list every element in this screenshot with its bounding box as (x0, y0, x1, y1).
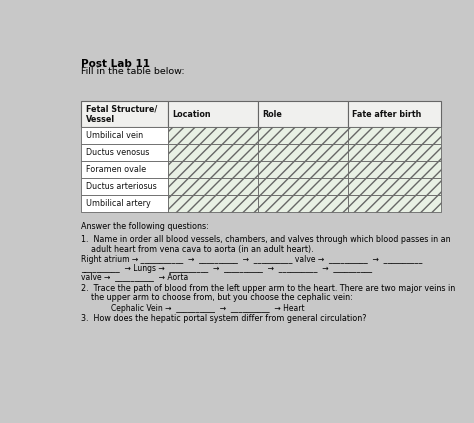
Text: Ductus venosus: Ductus venosus (86, 148, 149, 157)
Text: Post Lab 11: Post Lab 11 (82, 59, 150, 69)
Bar (258, 161, 347, 178)
Bar (168, 161, 258, 178)
Bar (82, 101, 168, 127)
Bar (82, 161, 168, 178)
Text: Fate after birth: Fate after birth (352, 110, 421, 119)
Bar (168, 144, 258, 161)
Bar (258, 195, 347, 212)
Text: Fill in the table below:: Fill in the table below: (82, 67, 185, 76)
Bar (168, 127, 258, 144)
Text: __________  → Lungs →  __________  →  __________  →  __________  →  __________: __________ → Lungs → __________ → ______… (82, 264, 373, 273)
Text: Right atrium → ___________  →  __________  →  __________ valve →  __________  → : Right atrium → ___________ → __________ … (82, 255, 423, 264)
Text: 2.  Trace the path of blood from the left upper arm to the heart. There are two : 2. Trace the path of blood from the left… (82, 284, 456, 293)
Text: Fetal Structure/
Vessel: Fetal Structure/ Vessel (86, 104, 157, 124)
Bar (258, 101, 347, 127)
Bar (168, 195, 258, 212)
Bar (168, 101, 258, 127)
Text: adult heart from vena cava to aorta (in an adult heart).: adult heart from vena cava to aorta (in … (82, 244, 314, 253)
Text: Cephalic Vein →  __________  →  __________  → Heart: Cephalic Vein → __________ → __________ … (110, 304, 304, 313)
Text: Umbilical vein: Umbilical vein (86, 131, 143, 140)
Text: Umbilical artery: Umbilical artery (86, 199, 150, 208)
Bar (82, 178, 168, 195)
Bar (258, 127, 347, 144)
Bar (347, 161, 441, 178)
Bar (82, 144, 168, 161)
Bar (82, 195, 168, 212)
Text: Location: Location (172, 110, 210, 119)
Bar (347, 195, 441, 212)
Bar (347, 101, 441, 127)
Text: Role: Role (262, 110, 282, 119)
Bar (347, 127, 441, 144)
Bar (347, 144, 441, 161)
Bar (82, 127, 168, 144)
Text: 1.  Name in order all blood vessels, chambers, and valves through which blood pa: 1. Name in order all blood vessels, cham… (82, 236, 451, 244)
Text: the upper arm to choose from, but you choose the cephalic vein:: the upper arm to choose from, but you ch… (82, 293, 353, 302)
Bar (258, 178, 347, 195)
Bar (168, 178, 258, 195)
Text: Foramen ovale: Foramen ovale (86, 165, 146, 174)
Text: Ductus arteriosus: Ductus arteriosus (86, 182, 156, 191)
Text: Answer the following questions:: Answer the following questions: (82, 222, 209, 231)
Bar (258, 144, 347, 161)
Bar (347, 178, 441, 195)
Text: valve →  __________  → Aorta: valve → __________ → Aorta (82, 272, 189, 282)
Text: 3.  How does the hepatic portal system differ from general circulation?: 3. How does the hepatic portal system di… (82, 314, 367, 323)
